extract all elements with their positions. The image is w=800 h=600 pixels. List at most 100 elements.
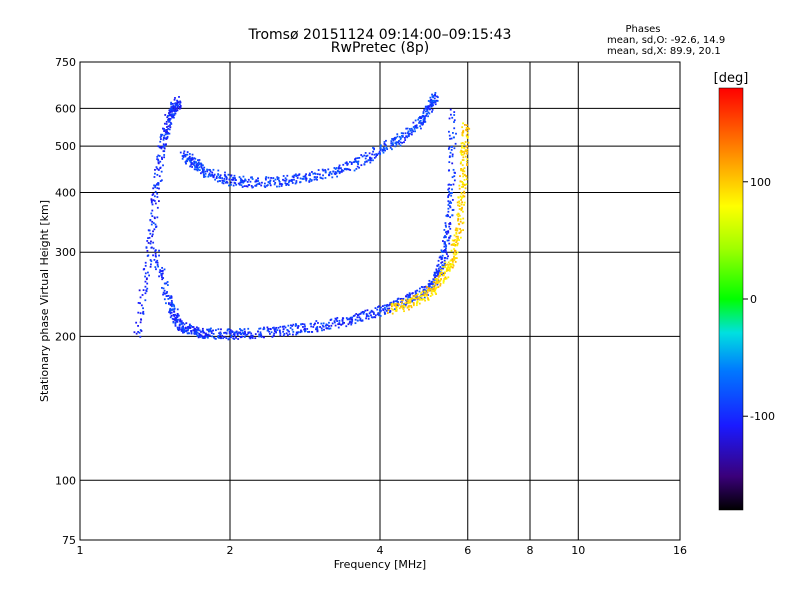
data-point: [368, 159, 370, 161]
data-point: [369, 157, 371, 159]
data-point: [443, 280, 445, 282]
data-point: [147, 237, 149, 239]
data-point: [177, 109, 179, 111]
data-point: [372, 151, 374, 153]
data-point: [357, 320, 359, 322]
data-point: [319, 174, 321, 176]
data-point: [464, 202, 466, 204]
data-point: [427, 292, 429, 294]
data-point: [398, 140, 400, 142]
data-point: [451, 250, 453, 252]
data-point: [448, 169, 450, 171]
data-point: [443, 282, 445, 284]
data-point: [158, 188, 160, 190]
data-point: [149, 233, 151, 235]
data-point: [439, 274, 441, 276]
data-point: [449, 269, 451, 271]
data-point: [154, 195, 156, 197]
data-point: [426, 295, 428, 297]
data-point: [196, 166, 198, 168]
data-point: [274, 182, 276, 184]
data-point: [152, 234, 154, 236]
data-point: [461, 126, 463, 128]
data-point: [345, 325, 347, 327]
data-point: [402, 136, 404, 138]
data-point: [388, 308, 390, 310]
data-point: [245, 334, 247, 336]
data-point: [202, 337, 204, 339]
data-point: [288, 331, 290, 333]
data-point: [213, 333, 215, 335]
data-point: [435, 287, 437, 289]
data-point: [233, 333, 235, 335]
data-point: [285, 327, 287, 329]
data-point: [385, 145, 387, 147]
data-point: [447, 265, 449, 267]
data-point: [206, 334, 208, 336]
data-point: [446, 253, 448, 255]
y-tick-label: 400: [55, 186, 76, 199]
data-point: [446, 267, 448, 269]
data-point: [453, 121, 455, 123]
data-point: [377, 314, 379, 316]
data-point: [362, 320, 364, 322]
data-point: [180, 105, 182, 107]
data-point: [455, 261, 457, 263]
data-point: [453, 253, 455, 255]
data-point: [391, 308, 393, 310]
data-point: [448, 131, 450, 133]
data-point: [453, 240, 455, 242]
data-point: [143, 289, 145, 291]
data-point: [364, 164, 366, 166]
data-point: [197, 164, 199, 166]
data-point: [139, 336, 141, 338]
data-point: [204, 171, 206, 173]
data-point: [306, 328, 308, 330]
data-point: [428, 280, 430, 282]
data-point: [185, 162, 187, 164]
data-point: [169, 113, 171, 115]
data-point: [189, 327, 191, 329]
data-point: [387, 312, 389, 314]
data-point: [328, 322, 330, 324]
data-point: [163, 288, 165, 290]
data-point: [414, 128, 416, 130]
data-point: [194, 158, 196, 160]
data-point: [279, 334, 281, 336]
x-tick-label: 1: [77, 544, 84, 557]
data-point: [186, 154, 188, 156]
data-point: [424, 290, 426, 292]
data-point: [323, 322, 325, 324]
data-point: [276, 186, 278, 188]
data-point: [155, 191, 157, 193]
x-axis-label: Frequency [MHz]: [334, 558, 426, 571]
data-point: [384, 150, 386, 152]
data-point: [325, 171, 327, 173]
data-point: [332, 323, 334, 325]
data-point: [360, 154, 362, 156]
data-point: [171, 113, 173, 115]
data-point: [434, 98, 436, 100]
data-point: [460, 218, 462, 220]
data-point: [265, 179, 267, 181]
data-point: [409, 302, 411, 304]
data-point: [436, 100, 438, 102]
data-point: [424, 121, 426, 123]
data-point: [267, 184, 269, 186]
data-point: [255, 333, 257, 335]
data-point: [437, 272, 439, 274]
data-point: [178, 315, 180, 317]
y-tick-label: 300: [55, 246, 76, 259]
data-point: [248, 332, 250, 334]
data-point: [183, 331, 185, 333]
data-point: [179, 326, 181, 328]
data-point: [220, 337, 222, 339]
data-point: [419, 117, 421, 119]
data-point: [177, 308, 179, 310]
data-point: [305, 330, 307, 332]
data-point: [404, 139, 406, 141]
data-point: [427, 297, 429, 299]
data-point: [150, 266, 152, 268]
data-point: [232, 337, 234, 339]
data-point: [286, 329, 288, 331]
